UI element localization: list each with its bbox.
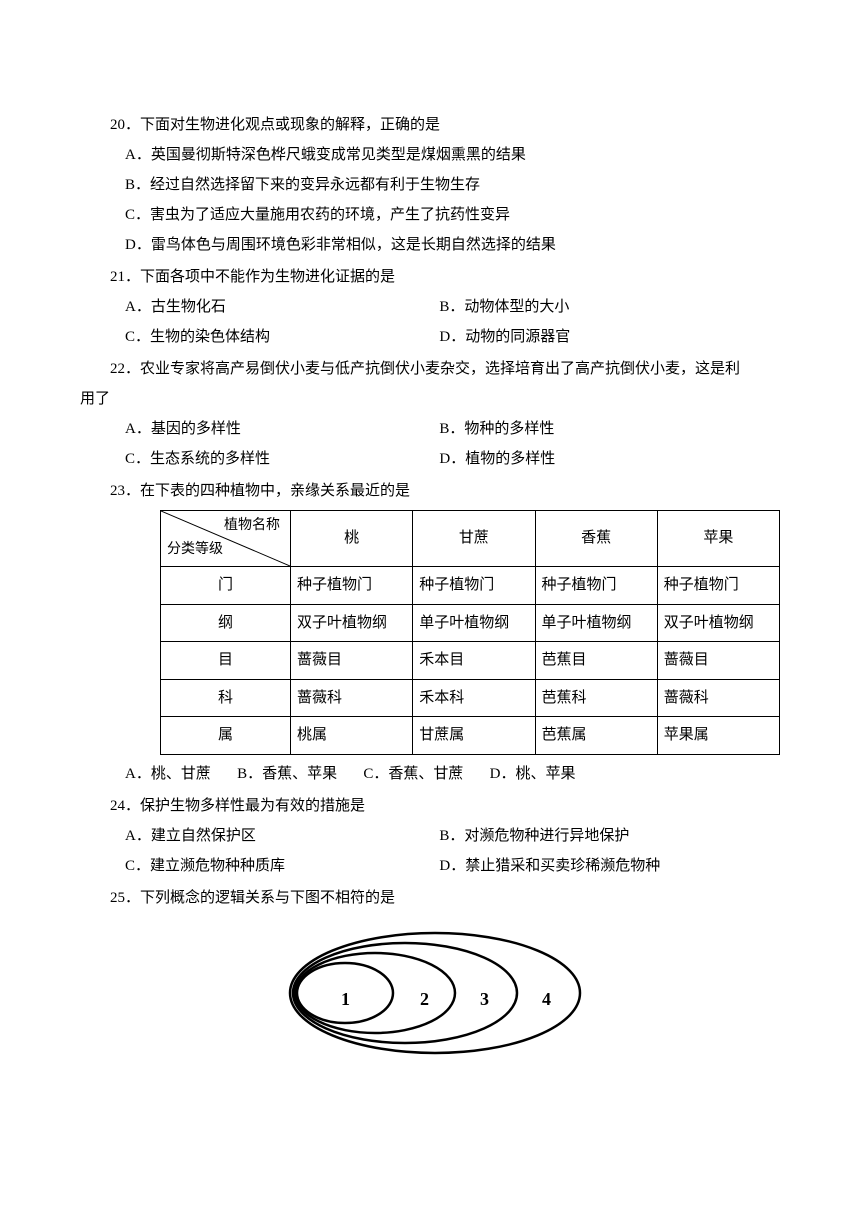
q22-stem-cont: 用了 bbox=[80, 384, 780, 414]
q24-option-c: C．建立濒危物种种质库 bbox=[125, 851, 439, 881]
question-24: 24．保护生物多样性最为有效的措施是 A．建立自然保护区 B．对濒危物种进行异地… bbox=[80, 791, 780, 881]
q21-option-c: C．生物的染色体结构 bbox=[125, 322, 439, 352]
q23-option-b: B．香蕉、苹果 bbox=[237, 766, 337, 782]
question-20: 20．下面对生物进化观点或现象的解释，正确的是 A．英国曼彻斯特深色桦尺蛾变成常… bbox=[80, 110, 780, 260]
table-row: 科 蔷薇科 禾本科 芭蕉科 蔷薇科 bbox=[161, 679, 780, 717]
q23-option-c: C．香蕉、甘蔗 bbox=[363, 766, 463, 782]
q23-stem: 23．在下表的四种植物中，亲缘关系最近的是 bbox=[80, 476, 780, 506]
q23-table: 植物名称 分类等级 桃 甘蔗 香蕉 苹果 门 种子植物门 种子植物门 种子植物门… bbox=[160, 510, 780, 755]
data-cell: 蔷薇科 bbox=[657, 679, 779, 717]
q24-stem: 24．保护生物多样性最为有效的措施是 bbox=[80, 791, 780, 821]
question-25: 25．下列概念的逻辑关系与下图不相符的是 1 2 3 4 bbox=[80, 883, 780, 1063]
q20-options: A．英国曼彻斯特深色桦尺蛾变成常见类型是煤烟熏黑的结果 B．经过自然选择留下来的… bbox=[80, 140, 780, 260]
data-cell: 双子叶植物纲 bbox=[657, 604, 779, 642]
q25-stem: 25．下列概念的逻辑关系与下图不相符的是 bbox=[80, 883, 780, 913]
table-row: 目 蔷薇目 禾本目 芭蕉目 蔷薇目 bbox=[161, 642, 780, 680]
data-cell: 甘蔗属 bbox=[413, 717, 535, 755]
rank-cell: 目 bbox=[161, 642, 291, 680]
data-cell: 种子植物门 bbox=[413, 567, 535, 605]
rank-cell: 门 bbox=[161, 567, 291, 605]
data-cell: 种子植物门 bbox=[657, 567, 779, 605]
q20-stem: 20．下面对生物进化观点或现象的解释，正确的是 bbox=[80, 110, 780, 140]
question-21: 21．下面各项中不能作为生物进化证据的是 A．古生物化石 B．动物体型的大小 C… bbox=[80, 262, 780, 352]
q21-option-a: A．古生物化石 bbox=[125, 292, 439, 322]
data-cell: 蔷薇科 bbox=[291, 679, 413, 717]
diagram-label-1: 1 bbox=[341, 981, 350, 1017]
data-cell: 苹果属 bbox=[657, 717, 779, 755]
q22-option-b: B．物种的多样性 bbox=[439, 414, 753, 444]
diagram-label-3: 3 bbox=[480, 981, 489, 1017]
q23-option-d: D．桃、苹果 bbox=[490, 766, 576, 782]
q22-stem: 22．农业专家将高产易倒伏小麦与低产抗倒伏小麦杂交，选择培育出了高产抗倒伏小麦，… bbox=[80, 354, 780, 384]
q21-option-d: D．动物的同源器官 bbox=[439, 322, 753, 352]
data-cell: 禾本科 bbox=[413, 679, 535, 717]
table-row: 属 桃属 甘蔗属 芭蕉属 苹果属 bbox=[161, 717, 780, 755]
q25-diagram: 1 2 3 4 bbox=[270, 923, 590, 1063]
rank-cell: 科 bbox=[161, 679, 291, 717]
data-cell: 单子叶植物纲 bbox=[413, 604, 535, 642]
q24-option-b: B．对濒危物种进行异地保护 bbox=[439, 821, 753, 851]
q21-options: A．古生物化石 B．动物体型的大小 C．生物的染色体结构 D．动物的同源器官 bbox=[80, 292, 780, 352]
rank-cell: 属 bbox=[161, 717, 291, 755]
diag-top-label: 植物名称 bbox=[224, 513, 280, 540]
data-cell: 桃属 bbox=[291, 717, 413, 755]
diag-bottom-label: 分类等级 bbox=[167, 537, 223, 564]
q22-options: A．基因的多样性 B．物种的多样性 C．生态系统的多样性 D．植物的多样性 bbox=[80, 414, 780, 474]
q22-option-c: C．生态系统的多样性 bbox=[125, 444, 439, 474]
q20-option-d: D．雷鸟体色与周围环境色彩非常相似，这是长期自然选择的结果 bbox=[125, 230, 780, 260]
data-cell: 种子植物门 bbox=[291, 567, 413, 605]
data-cell: 禾本目 bbox=[413, 642, 535, 680]
q21-option-b: B．动物体型的大小 bbox=[439, 292, 753, 322]
q20-option-a: A．英国曼彻斯特深色桦尺蛾变成常见类型是煤烟熏黑的结果 bbox=[125, 140, 780, 170]
col-header: 桃 bbox=[291, 511, 413, 567]
data-cell: 芭蕉科 bbox=[535, 679, 657, 717]
question-23: 23．在下表的四种植物中，亲缘关系最近的是 植物名称 分类等级 桃 甘蔗 香蕉 … bbox=[80, 476, 780, 789]
data-cell: 种子植物门 bbox=[535, 567, 657, 605]
diagram-label-2: 2 bbox=[420, 981, 429, 1017]
q21-stem: 21．下面各项中不能作为生物进化证据的是 bbox=[80, 262, 780, 292]
data-cell: 单子叶植物纲 bbox=[535, 604, 657, 642]
q23-options: A．桃、甘蔗 B．香蕉、苹果 C．香蕉、甘蔗 D．桃、苹果 bbox=[80, 759, 780, 789]
data-cell: 芭蕉目 bbox=[535, 642, 657, 680]
table-diag-header: 植物名称 分类等级 bbox=[161, 511, 291, 567]
q22-option-a: A．基因的多样性 bbox=[125, 414, 439, 444]
q20-option-b: B．经过自然选择留下来的变异永远都有利于生物生存 bbox=[125, 170, 780, 200]
col-header: 香蕉 bbox=[535, 511, 657, 567]
q23-option-a: A．桃、甘蔗 bbox=[125, 766, 211, 782]
col-header: 甘蔗 bbox=[413, 511, 535, 567]
col-header: 苹果 bbox=[657, 511, 779, 567]
diagram-label-4: 4 bbox=[542, 981, 551, 1017]
rank-cell: 纲 bbox=[161, 604, 291, 642]
data-cell: 蔷薇目 bbox=[291, 642, 413, 680]
q20-option-c: C．害虫为了适应大量施用农药的环境，产生了抗药性变异 bbox=[125, 200, 780, 230]
table-header-row: 植物名称 分类等级 桃 甘蔗 香蕉 苹果 bbox=[161, 511, 780, 567]
q24-option-a: A．建立自然保护区 bbox=[125, 821, 439, 851]
q24-options: A．建立自然保护区 B．对濒危物种进行异地保护 C．建立濒危物种种质库 D．禁止… bbox=[80, 821, 780, 881]
question-22: 22．农业专家将高产易倒伏小麦与低产抗倒伏小麦杂交，选择培育出了高产抗倒伏小麦，… bbox=[80, 354, 780, 474]
data-cell: 芭蕉属 bbox=[535, 717, 657, 755]
data-cell: 蔷薇目 bbox=[657, 642, 779, 680]
q22-option-d: D．植物的多样性 bbox=[439, 444, 753, 474]
table-row: 门 种子植物门 种子植物门 种子植物门 种子植物门 bbox=[161, 567, 780, 605]
q24-option-d: D．禁止猎采和买卖珍稀濒危物种 bbox=[439, 851, 753, 881]
data-cell: 双子叶植物纲 bbox=[291, 604, 413, 642]
table-row: 纲 双子叶植物纲 单子叶植物纲 单子叶植物纲 双子叶植物纲 bbox=[161, 604, 780, 642]
